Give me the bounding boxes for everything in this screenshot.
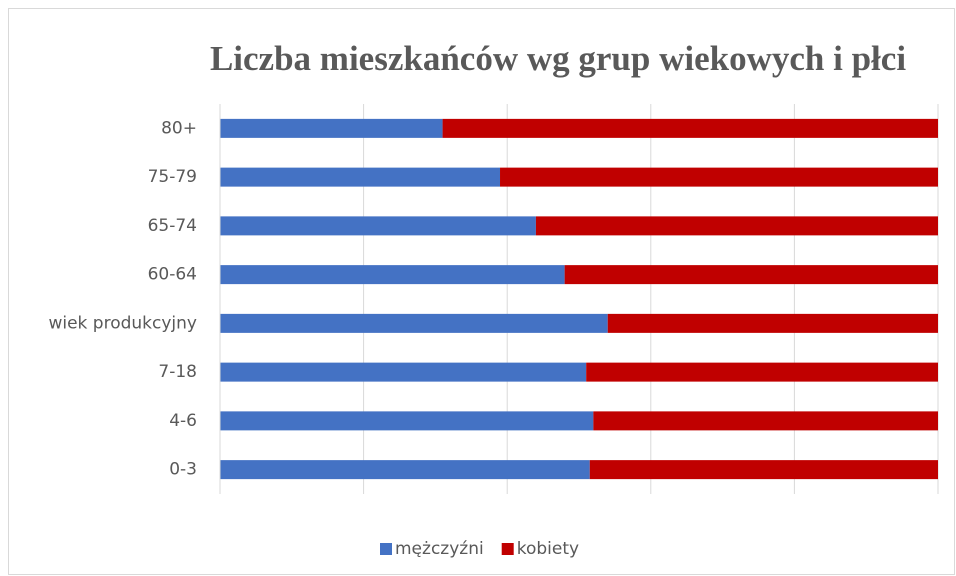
legend-swatch bbox=[501, 543, 514, 555]
chart-border bbox=[8, 8, 955, 575]
bar-segment bbox=[607, 313, 938, 333]
bar-segment bbox=[500, 167, 938, 187]
y-tick-label: 7-18 bbox=[158, 362, 197, 382]
y-tick-label: 0-3 bbox=[169, 460, 197, 480]
bar-segment bbox=[589, 460, 938, 480]
bar-segment bbox=[220, 460, 590, 480]
bar-segment bbox=[220, 118, 443, 138]
bar-segment bbox=[220, 362, 587, 382]
bar-segment bbox=[220, 411, 594, 431]
bar-segment bbox=[220, 313, 608, 333]
bar-segment bbox=[535, 216, 938, 236]
y-tick-label: wiek produkcyjny bbox=[48, 313, 197, 333]
bar-segment bbox=[220, 167, 501, 187]
legend-label: mężczyźni bbox=[395, 539, 484, 559]
y-tick-label: 80+ bbox=[161, 118, 197, 138]
chart-title: Liczba mieszkańców wg grup wiekowych i p… bbox=[210, 39, 906, 78]
bar-segment bbox=[564, 265, 938, 285]
bar-segment bbox=[442, 118, 938, 138]
bar-segment bbox=[220, 216, 536, 236]
bar-segment bbox=[220, 265, 565, 285]
bar-segment bbox=[593, 411, 938, 431]
y-tick-label: 60-64 bbox=[148, 265, 197, 285]
legend-label: kobiety bbox=[517, 539, 579, 559]
legend-swatch bbox=[380, 543, 392, 555]
bar-segment bbox=[586, 362, 938, 382]
y-tick-label: 75-79 bbox=[148, 167, 197, 187]
y-tick-label: 4-6 bbox=[169, 411, 197, 431]
y-tick-label: 65-74 bbox=[148, 216, 197, 236]
